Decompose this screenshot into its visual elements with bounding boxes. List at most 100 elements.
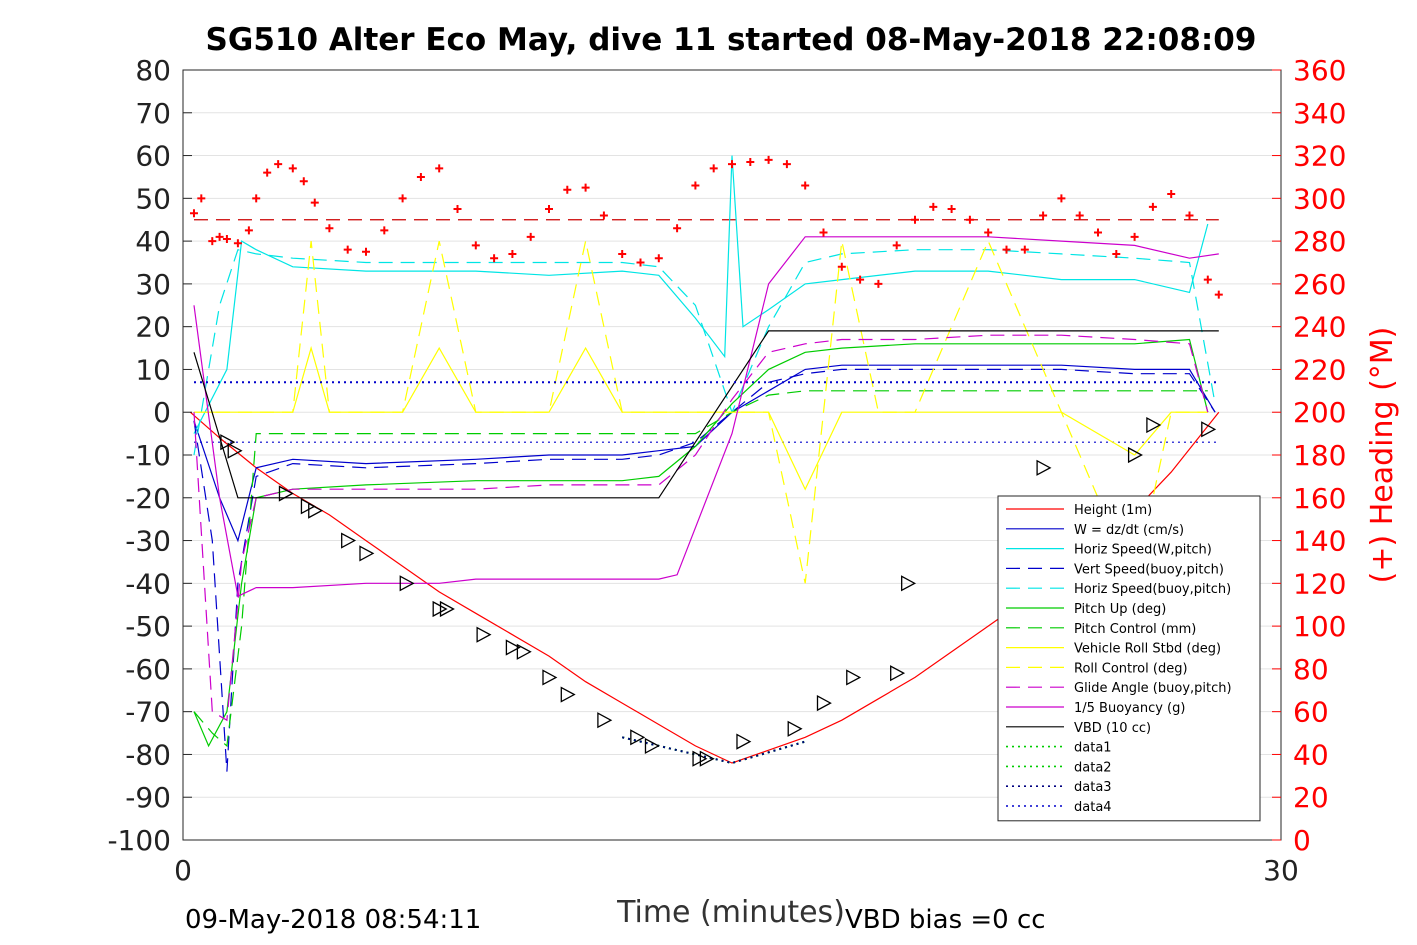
heading-point (1002, 245, 1011, 254)
y-right-tick-label: 60 (1293, 696, 1329, 729)
heading-point (1057, 194, 1066, 203)
depth-marker (359, 545, 375, 562)
chart-title: SG510 Alter Eco May, dive 11 started 08-… (206, 22, 1257, 58)
y-left-tick-label: -50 (125, 610, 171, 643)
depth-marker (699, 750, 715, 767)
heading-point (244, 226, 253, 235)
footer-vbd-bias: VBD bias =0 cc (845, 905, 1046, 935)
heading-point (1148, 202, 1157, 211)
y-right-tick-label: 340 (1293, 97, 1346, 130)
heading-point (1020, 245, 1029, 254)
heading-point (197, 194, 206, 203)
footer-timestamp: 09-May-2018 08:54:11 (185, 905, 481, 935)
depth-marker (890, 665, 906, 682)
depth-marker (505, 639, 521, 656)
heading-point (618, 249, 627, 258)
y-right-tick-label: 120 (1293, 567, 1346, 600)
ticks: 80706050403020100-10-20-30-40-50-60-70-8… (107, 54, 1346, 887)
heading-point (911, 215, 919, 224)
heading-point (299, 177, 308, 186)
heading-point (1075, 211, 1084, 220)
depth-marker (300, 498, 316, 515)
heading-point (208, 237, 217, 246)
heading-point (947, 205, 956, 214)
legend-label: Horiz Speed(W,pitch) (1074, 543, 1212, 558)
heading-point (1167, 190, 1176, 199)
y-left-tick-label: 60 (135, 140, 171, 173)
series-horiz-speed-buoy-pitch (193, 248, 1216, 456)
heading-point (965, 215, 974, 224)
legend-label: data1 (1074, 741, 1112, 756)
y-left-tick-label: -40 (125, 567, 171, 600)
y-left-tick-label: -70 (125, 696, 171, 729)
heading-point (746, 157, 755, 166)
y-right-tick-label: 260 (1293, 268, 1346, 301)
y-left-tick-label: -80 (125, 738, 171, 771)
heading-point (310, 198, 319, 207)
y-right-tick-label: 140 (1293, 525, 1346, 558)
heading-point (263, 168, 272, 177)
depth-marker (901, 575, 917, 592)
y-right-tick-label: 240 (1293, 311, 1346, 344)
x-axis-label: Time (minutes) (616, 895, 845, 930)
legend-label: Glide Angle (buoy,pitch) (1074, 681, 1232, 696)
series-vbd-10-cc (193, 330, 1219, 499)
y-left-tick-label: 40 (135, 225, 171, 258)
depth-marker (542, 669, 558, 686)
series-horiz-speed-w-pitch (193, 155, 1209, 434)
depth-marker (1036, 459, 1052, 476)
legend-label: Roll Control (deg) (1074, 661, 1188, 676)
depth-marker (432, 600, 448, 618)
y-left-tick-label: -60 (125, 653, 171, 686)
series-pitch-control-mm (193, 390, 1208, 748)
heading-point (691, 181, 700, 190)
heading-point (874, 279, 883, 288)
heading-point (929, 202, 938, 211)
heading-point (545, 205, 553, 214)
legend-label: 1/5 Buoyancy (g) (1074, 701, 1185, 716)
series-layer (189, 155, 1223, 772)
legend-label: data2 (1074, 760, 1112, 775)
heading-point (1112, 249, 1121, 258)
heading-point (1214, 290, 1223, 299)
series-roll-control-deg (194, 239, 1208, 586)
depth-marker (1201, 421, 1217, 438)
heading-point (782, 160, 791, 169)
y-right-tick-label: 220 (1293, 353, 1346, 386)
legend-label: Pitch Control (mm) (1074, 622, 1196, 637)
depth-marker (816, 695, 832, 712)
legend-label: Vert Speed(buoy,pitch) (1074, 562, 1224, 577)
heading-point (1203, 275, 1212, 284)
y-left-tick-label: 0 (153, 396, 171, 429)
y-left-tick-label: 70 (135, 97, 171, 130)
depth-marker (476, 626, 492, 643)
heading-point (636, 258, 645, 267)
heading-point (508, 249, 517, 258)
series-vert-speed-buoy-pitch (193, 368, 1216, 772)
y-left-tick-label: -30 (125, 525, 171, 558)
legend-label: Horiz Speed(buoy,pitch) (1074, 582, 1231, 597)
x-tick-label: 30 (1263, 854, 1299, 887)
series-pitch-up-deg (193, 338, 1209, 748)
heading-point (343, 245, 352, 254)
heading-point (380, 226, 389, 235)
heading-point (222, 234, 231, 243)
depth-marker (560, 686, 576, 703)
heading-point (1039, 211, 1048, 220)
heading-point (252, 194, 261, 203)
heading-point (673, 224, 682, 233)
heading-point (856, 275, 865, 284)
heading-point (189, 209, 198, 218)
depth-marker (597, 712, 613, 729)
legend-label: Pitch Up (deg) (1074, 602, 1166, 617)
legend-label: Height (1m) (1074, 503, 1152, 518)
y-left-tick-label: -20 (125, 482, 171, 515)
legend: Height (1m) W = dz/dt (cm/s) Horiz Speed(W… (997, 495, 1261, 822)
heading-point (471, 241, 480, 250)
heading-point (362, 247, 370, 256)
legend-label: VBD (10 cc) (1074, 721, 1151, 736)
heading-point (453, 205, 462, 214)
series-1-5-buoyancy-g (193, 236, 1219, 598)
right-axis-label: (+) Heading (°M) (1365, 327, 1400, 584)
